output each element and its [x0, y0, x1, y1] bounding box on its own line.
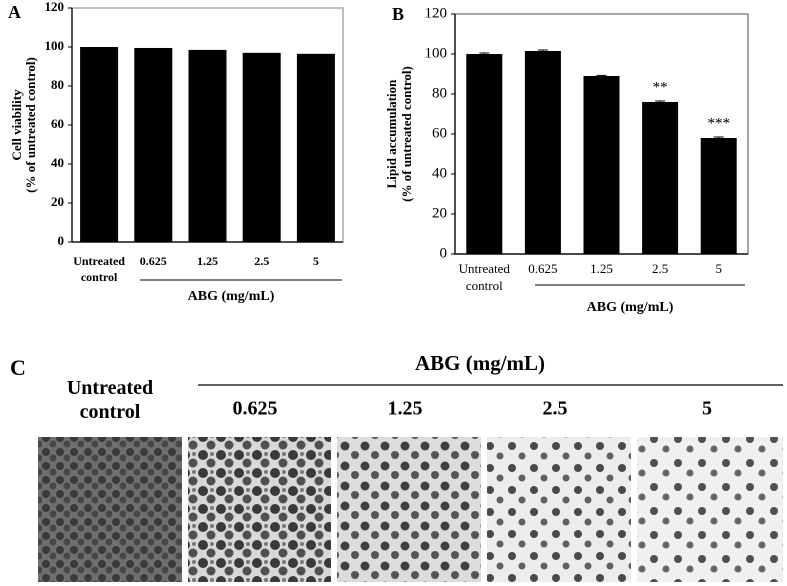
x-tick-label: 0.625 — [528, 261, 557, 276]
bar — [134, 47, 173, 242]
y-tick-label: 20 — [51, 194, 64, 209]
y-tick-label: 120 — [45, 0, 65, 14]
x-axis-label: ABG (mg/mL) — [587, 300, 674, 315]
micrograph — [487, 437, 631, 582]
significance-label: *** — [707, 115, 730, 131]
x-tick-label: 0.625 — [140, 254, 167, 268]
y-axis-label: (% of untreated control) — [23, 57, 38, 193]
y-tick-label: 80 — [51, 77, 64, 92]
bar — [242, 52, 281, 242]
bar — [583, 76, 620, 254]
y-tick-label: 40 — [51, 155, 64, 170]
y-tick-label: 0 — [440, 245, 448, 261]
x-tick-label: Untreated control — [73, 254, 125, 284]
control-label: Untreated control — [67, 377, 153, 423]
y-tick-label: 120 — [425, 5, 448, 21]
y-tick-label: 100 — [45, 38, 65, 53]
x-tick-label: 5 — [313, 254, 319, 268]
bar — [80, 47, 119, 242]
column-label: 1.25 — [388, 398, 423, 420]
column-label: 2.5 — [543, 398, 568, 420]
panel-title: ABG (mg/mL) — [415, 351, 545, 375]
x-tick-label: 5 — [715, 261, 722, 276]
bar — [188, 49, 227, 242]
micrograph — [38, 437, 182, 582]
panel-label: B — [392, 4, 404, 24]
y-tick-label: 0 — [58, 233, 65, 248]
y-tick-label: 100 — [425, 45, 448, 61]
column-label: 5 — [702, 398, 712, 420]
panel-label: C — [10, 355, 26, 380]
y-tick-label: 60 — [51, 116, 64, 131]
x-tick-label: 1.25 — [197, 254, 218, 268]
micrograph — [188, 437, 331, 582]
y-tick-label: 20 — [432, 205, 447, 221]
y-tick-label: 80 — [432, 85, 447, 101]
y-axis-label: (% of untreated control) — [399, 66, 414, 202]
column-label: 0.625 — [233, 398, 278, 420]
bar — [466, 54, 503, 254]
y-axis-label: Cell viability — [9, 89, 24, 161]
panel-label: A — [8, 2, 21, 22]
significance-label: ** — [653, 79, 668, 95]
x-tick-label: 1.25 — [590, 261, 613, 276]
x-axis-label: ABG (mg/mL) — [188, 289, 275, 304]
bar — [642, 102, 679, 254]
micrograph — [637, 437, 783, 582]
x-tick-label: 2.5 — [254, 254, 269, 268]
y-axis-label: Lipid accumulation — [384, 79, 399, 188]
x-tick-label: 2.5 — [652, 261, 668, 276]
y-tick-label: 40 — [432, 165, 447, 181]
bar — [296, 53, 335, 243]
x-tick-label: Untreated control — [459, 261, 511, 293]
micrograph — [337, 437, 481, 582]
y-tick-label: 60 — [432, 125, 447, 141]
bar — [700, 138, 737, 254]
bar — [524, 51, 561, 254]
